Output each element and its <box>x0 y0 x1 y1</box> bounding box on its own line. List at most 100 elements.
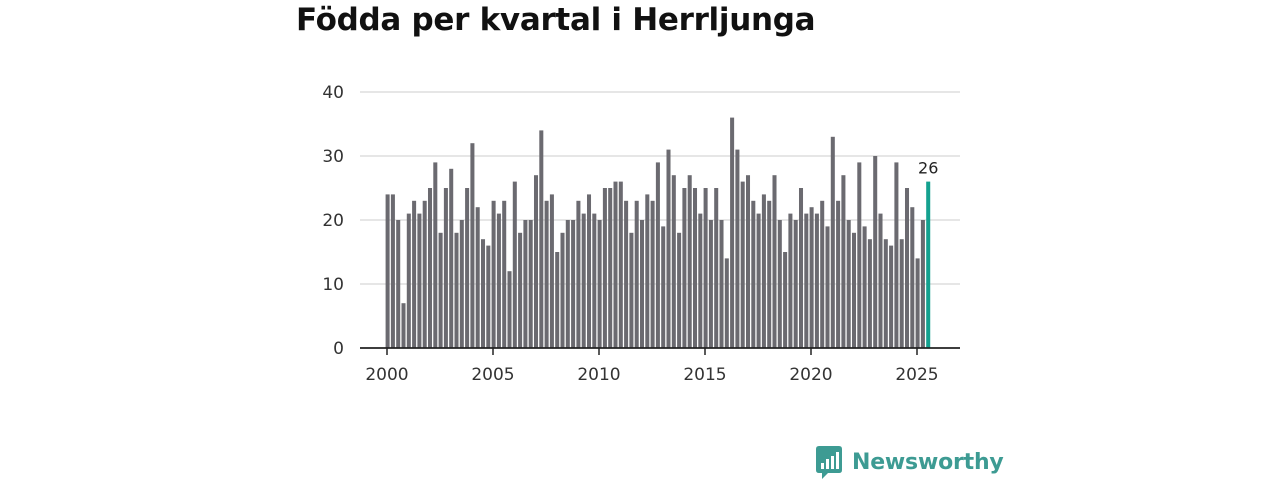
bar <box>539 130 544 348</box>
newsworthy-logo: Newsworthy <box>815 444 1004 480</box>
bar <box>597 220 602 348</box>
bar <box>565 220 570 348</box>
bar <box>883 239 888 348</box>
bar <box>698 213 703 348</box>
bar <box>862 226 867 348</box>
y-tick-label: 0 <box>333 339 344 359</box>
chart-title: Födda per kvartal i Herrljunga <box>296 2 816 38</box>
bar <box>396 220 401 348</box>
bar <box>427 188 433 348</box>
bar <box>608 188 613 348</box>
bar <box>602 188 607 348</box>
bar <box>692 188 698 348</box>
bar <box>459 220 464 348</box>
bar <box>830 136 835 348</box>
bar <box>682 188 687 348</box>
brand-name: Newsworthy <box>852 449 1004 475</box>
bar <box>496 213 501 348</box>
bar <box>836 200 841 348</box>
bar <box>666 149 671 348</box>
bar <box>438 232 443 348</box>
bar <box>470 143 475 348</box>
bar <box>443 188 448 348</box>
bar <box>671 175 676 348</box>
bar-chart-icon <box>816 446 842 479</box>
bar <box>613 181 618 348</box>
bar <box>772 175 777 348</box>
bar <box>576 200 581 348</box>
bar <box>894 162 899 348</box>
bar <box>841 175 846 348</box>
bar <box>629 232 634 348</box>
bar <box>846 220 851 348</box>
bar <box>507 271 512 348</box>
bar <box>454 232 459 348</box>
bar <box>820 200 825 348</box>
annotations: 26 <box>918 159 938 178</box>
x-tick-label: 2005 <box>471 365 514 385</box>
x-tick-label: 2010 <box>577 365 620 385</box>
bar <box>406 213 411 348</box>
bar <box>486 245 491 348</box>
bar <box>533 175 539 348</box>
bar <box>703 188 708 348</box>
bar-chart: 0 10 20 30 40 2000 2005 2010 2015 2020 2025 26 <box>322 83 960 385</box>
bar-highlight <box>926 181 931 348</box>
bar <box>745 175 751 348</box>
bar <box>639 220 645 348</box>
bar <box>661 226 666 348</box>
bar <box>560 232 565 348</box>
bar <box>798 188 804 348</box>
bar <box>719 220 724 348</box>
bar <box>899 239 904 348</box>
bar <box>491 200 496 348</box>
bar <box>634 200 639 348</box>
bar <box>475 207 480 348</box>
bar <box>920 220 925 348</box>
y-tick-label: 30 <box>322 147 344 167</box>
bar <box>465 188 470 348</box>
bar <box>449 168 454 348</box>
x-axis: 2000 2005 2010 2015 2020 2025 <box>360 347 960 385</box>
bar <box>889 245 894 348</box>
bar <box>767 200 772 348</box>
bar <box>851 232 857 348</box>
bar <box>433 162 438 348</box>
bar <box>910 207 915 348</box>
x-tick-label: 2025 <box>895 365 938 385</box>
bar <box>523 220 528 348</box>
y-tick-label: 20 <box>322 211 344 231</box>
bar <box>857 162 862 348</box>
bar <box>677 232 682 348</box>
bar <box>401 303 406 348</box>
bar <box>549 194 554 348</box>
bar <box>655 162 660 348</box>
bar <box>915 258 920 348</box>
bar <box>592 213 597 348</box>
bar <box>724 258 729 348</box>
bar <box>735 149 740 348</box>
bar <box>783 252 788 348</box>
bar <box>687 175 692 348</box>
x-tick-label: 2000 <box>365 365 408 385</box>
bar <box>571 220 576 348</box>
bar <box>512 181 517 348</box>
x-tick-label: 2015 <box>683 365 726 385</box>
bar <box>809 207 814 348</box>
last-value-label: 26 <box>918 159 938 178</box>
y-axis-ticks: 0 10 20 30 40 <box>322 83 344 359</box>
bar <box>645 194 650 348</box>
bar <box>624 200 629 348</box>
bar <box>480 239 486 348</box>
bar <box>777 220 782 348</box>
bar <box>555 252 560 348</box>
bar <box>878 213 883 348</box>
bar <box>581 213 586 348</box>
y-tick-label: 10 <box>322 275 344 295</box>
bar <box>390 194 395 348</box>
bar <box>814 213 819 348</box>
bar <box>756 213 761 348</box>
bar <box>825 226 830 348</box>
bar <box>412 200 417 348</box>
bar <box>714 188 719 348</box>
